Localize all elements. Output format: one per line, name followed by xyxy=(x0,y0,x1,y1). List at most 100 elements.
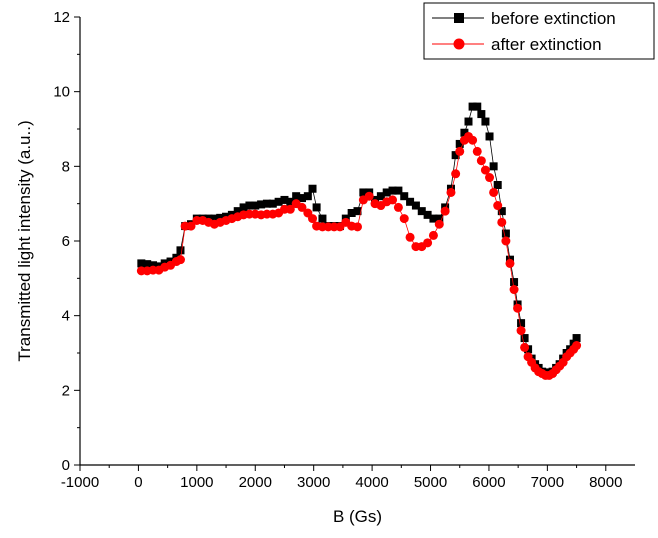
data-point xyxy=(428,230,438,240)
data-point xyxy=(312,203,321,212)
series-line xyxy=(141,106,577,374)
data-point xyxy=(423,238,433,248)
data-point xyxy=(489,187,499,197)
data-point xyxy=(446,187,456,197)
y-tick-label: 12 xyxy=(53,9,70,26)
legend: before extinction after extinction xyxy=(423,2,655,60)
data-point xyxy=(382,188,391,197)
data-point xyxy=(298,194,306,203)
major-ticks xyxy=(74,16,607,471)
data-point xyxy=(501,236,511,246)
data-point xyxy=(493,181,502,189)
data-point xyxy=(497,217,507,227)
data-point xyxy=(451,151,460,160)
x-tick-label: 5000 xyxy=(414,474,447,491)
legend-entry: before extinction xyxy=(432,9,616,28)
series-layer xyxy=(136,102,582,380)
legend-entries: before extinction after extinction xyxy=(432,9,616,54)
data-point xyxy=(353,207,362,216)
data-point xyxy=(376,192,385,201)
minor-ticks xyxy=(77,53,578,468)
data-point xyxy=(509,285,519,295)
data-point xyxy=(285,204,295,214)
data-point xyxy=(186,221,196,231)
legend-marker-circle xyxy=(453,38,465,50)
data-point xyxy=(297,202,307,212)
legend-marker-square xyxy=(454,13,464,23)
data-point xyxy=(406,197,415,206)
x-tick-label: 8000 xyxy=(589,474,622,491)
data-point xyxy=(501,229,510,238)
data-point xyxy=(481,117,490,126)
data-point xyxy=(517,319,526,328)
data-point xyxy=(268,199,277,208)
data-point xyxy=(485,132,494,141)
data-point xyxy=(513,303,523,313)
data-point xyxy=(423,210,432,219)
x-tick-label: 7000 xyxy=(531,474,564,491)
data-point xyxy=(399,214,409,224)
data-point xyxy=(308,214,318,224)
data-point xyxy=(417,207,426,216)
data-point xyxy=(472,146,482,156)
data-point xyxy=(455,139,464,148)
data-point xyxy=(434,219,444,229)
data-point xyxy=(274,197,283,206)
data-point xyxy=(411,201,420,210)
data-point xyxy=(239,203,248,212)
data-point xyxy=(318,214,327,223)
data-point xyxy=(435,214,444,223)
data-point xyxy=(451,169,461,179)
legend-frame xyxy=(423,2,655,60)
x-tick-label: 6000 xyxy=(472,474,505,491)
data-point xyxy=(388,186,397,195)
data-point xyxy=(176,246,185,255)
data-point xyxy=(233,207,242,216)
data-point xyxy=(308,184,317,193)
data-point xyxy=(347,209,356,217)
y-tick-label: 2 xyxy=(62,382,70,399)
data-point xyxy=(520,334,529,343)
y-tick-label: 8 xyxy=(62,158,70,175)
data-point xyxy=(493,201,503,211)
series-after-extinction xyxy=(136,131,582,380)
data-point xyxy=(245,201,254,210)
y-tick-label: 4 xyxy=(62,308,70,325)
data-point xyxy=(175,255,185,265)
data-point xyxy=(364,191,374,201)
x-tick-label: 3000 xyxy=(297,474,330,491)
data-point xyxy=(473,102,482,111)
data-point xyxy=(489,162,498,171)
data-point xyxy=(572,334,581,343)
data-point xyxy=(143,260,152,269)
data-point xyxy=(303,192,312,201)
data-point xyxy=(460,128,469,137)
data-point xyxy=(572,341,582,351)
y-tick-labels: 0 2 4 6 8 10 12 xyxy=(53,9,70,474)
data-point xyxy=(440,206,450,216)
data-point xyxy=(520,342,530,352)
data-point xyxy=(359,188,368,197)
y-tick-label: 10 xyxy=(53,84,70,101)
legend-label: before extinction xyxy=(491,9,616,28)
data-point xyxy=(257,200,266,209)
data-point xyxy=(137,259,146,268)
data-point xyxy=(149,261,158,270)
data-point xyxy=(405,232,415,242)
data-point xyxy=(485,173,495,183)
data-point xyxy=(477,110,486,119)
data-point xyxy=(393,202,403,212)
series-before-extinction xyxy=(137,102,581,378)
data-point xyxy=(388,195,398,205)
x-axis-title: B (Gs) xyxy=(333,507,382,526)
data-point xyxy=(505,258,515,268)
x-tick-labels: -1000 0 1000 2000 3000 4000 5000 6000 7000 8000 xyxy=(61,474,623,491)
data-point xyxy=(455,146,465,156)
data-point xyxy=(210,214,219,223)
x-tick-label: -1000 xyxy=(61,474,99,491)
data-point xyxy=(394,186,403,195)
y-tick-label: 0 xyxy=(62,457,70,474)
legend-label: after extinction xyxy=(491,35,602,54)
